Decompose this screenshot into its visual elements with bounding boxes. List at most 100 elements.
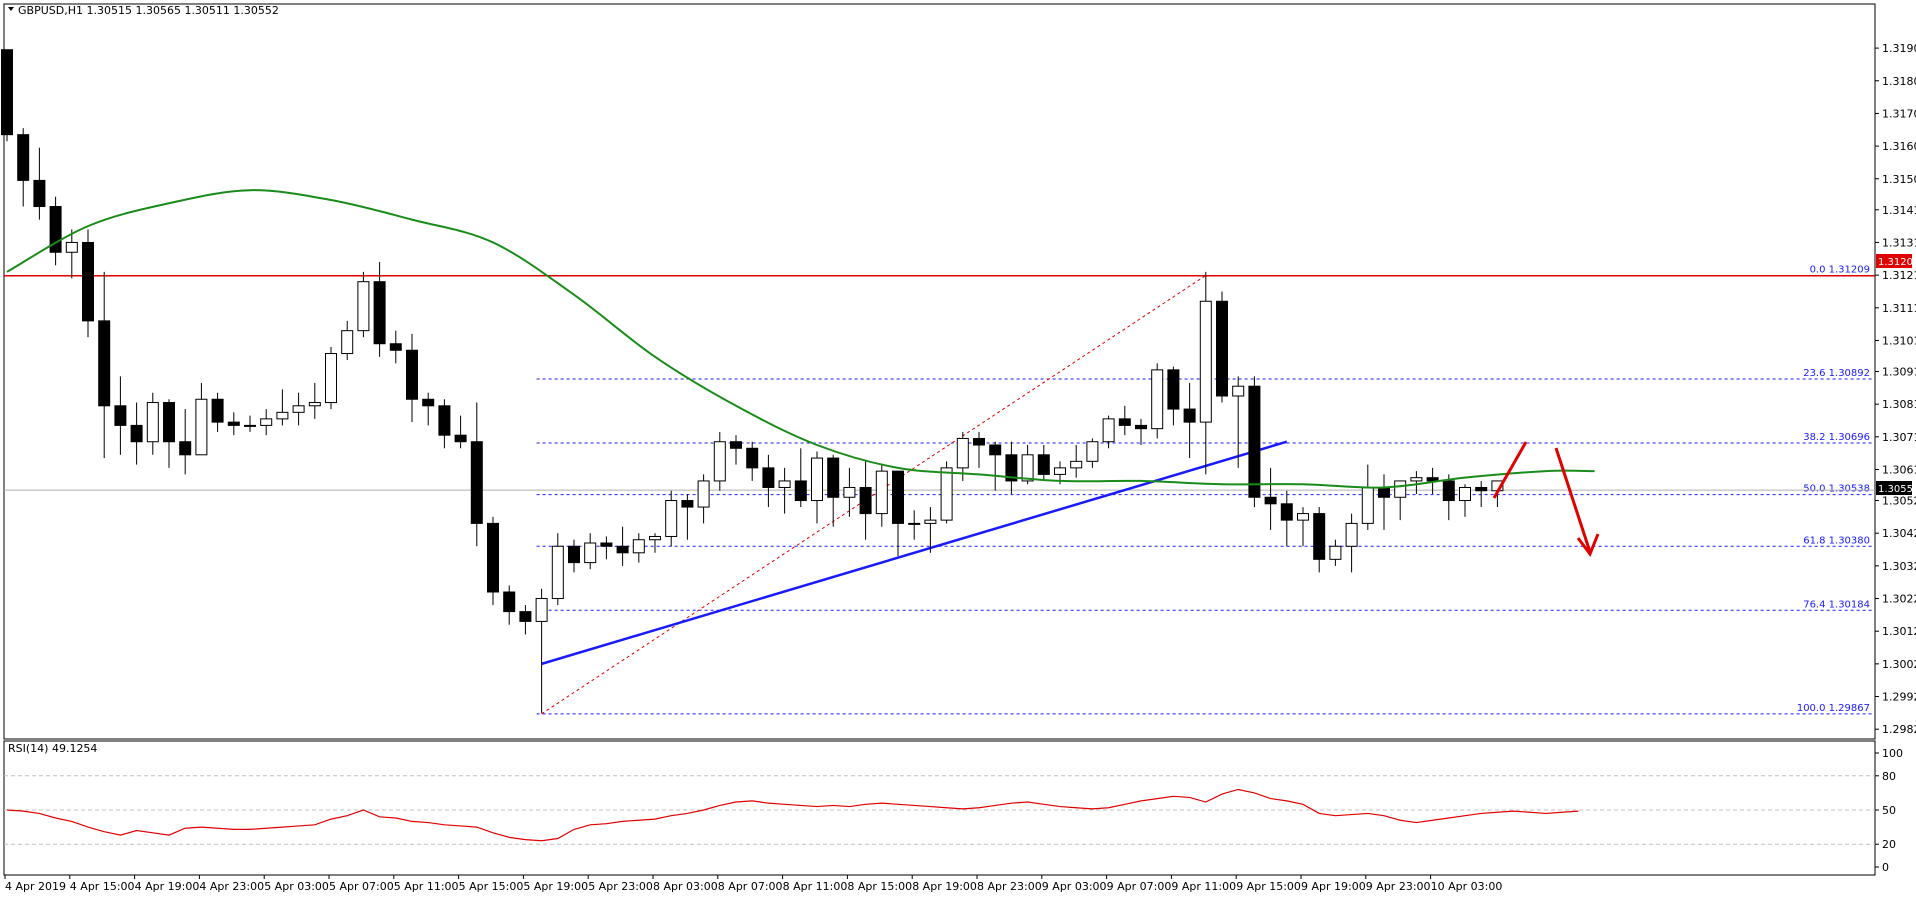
time-tick-label: 9 Apr 23:00 xyxy=(1366,880,1431,893)
price-tick-label: 1.30915 xyxy=(1882,366,1916,379)
bullish-candle xyxy=(649,535,661,541)
price-tick-label: 1.30520 xyxy=(1882,495,1916,508)
bearish-candle xyxy=(17,134,30,181)
bullish-candle xyxy=(341,330,354,355)
bearish-candle xyxy=(1426,477,1439,482)
symbol-dropdown-icon[interactable] xyxy=(8,7,14,11)
candlesticks xyxy=(1,49,1504,713)
price-tick-label: 1.30120 xyxy=(1882,625,1916,638)
bullish-candle xyxy=(956,437,969,469)
symbol-title: GBPUSD,H1 1.30515 1.30565 1.30511 1.3055… xyxy=(18,4,279,17)
time-tick-label: 8 Apr 15:00 xyxy=(847,880,912,893)
bearish-candle xyxy=(794,480,807,502)
bullish-candle xyxy=(1070,460,1083,469)
price-tick-label: 1.31605 xyxy=(1882,140,1916,153)
arrow-down-icon xyxy=(1576,533,1600,558)
price-tick-label: 1.31705 xyxy=(1882,107,1916,120)
bearish-candle xyxy=(98,320,111,407)
bearish-candle xyxy=(1037,454,1050,475)
price-tick-label: 1.30815 xyxy=(1882,398,1916,411)
bearish-candle xyxy=(1005,454,1018,482)
moving-average-line xyxy=(6,189,1595,489)
bearish-candle xyxy=(827,457,840,498)
bearish-candle xyxy=(762,467,775,488)
bearish-candle xyxy=(114,405,127,426)
bullish-candle xyxy=(1361,486,1374,524)
bullish-candle xyxy=(1021,454,1034,482)
time-tick-label: 8 Apr 23:00 xyxy=(977,880,1042,893)
rsi-tick-label: 0 xyxy=(1882,861,1889,874)
bullish-candle xyxy=(1086,441,1099,462)
price-tick-label: 1.30320 xyxy=(1882,560,1916,573)
price-tick-label: 1.31210 xyxy=(1882,269,1916,282)
fib-level-label: 23.6 1.30892 xyxy=(1803,368,1870,379)
bearish-candle xyxy=(1118,418,1131,426)
bullish-candle xyxy=(1199,300,1212,423)
bearish-candle xyxy=(454,434,467,443)
rsi-series-line xyxy=(6,788,1579,842)
bearish-candle xyxy=(438,405,451,436)
rsi-grid xyxy=(4,775,1875,845)
bearish-candle xyxy=(1280,503,1293,521)
fib-level-label: 100.0 1.29867 xyxy=(1797,703,1870,714)
bearish-candle xyxy=(730,441,742,449)
time-tick-label: 5 Apr 19:00 xyxy=(523,880,588,893)
bearish-candle xyxy=(422,398,435,407)
time-tick-label: 4 Apr 15:00 xyxy=(70,880,135,893)
bearish-candle xyxy=(1475,486,1488,492)
rsi-tick-label: 50 xyxy=(1882,804,1896,817)
bearish-candle xyxy=(470,441,483,524)
bearish-candle xyxy=(989,444,1002,456)
time-tick-label: 5 Apr 03:00 xyxy=(264,880,329,893)
bullish-candle xyxy=(697,480,710,508)
fib-level-label: 0.0 1.31209 xyxy=(1810,264,1870,275)
bullish-candle xyxy=(357,281,370,332)
projection-up-leg xyxy=(1492,441,1528,499)
bearish-candle xyxy=(892,470,904,524)
bearish-candle xyxy=(616,545,629,554)
time-tick-label: 5 Apr 23:00 xyxy=(588,880,653,893)
rsi-panel-frame xyxy=(3,740,1876,876)
rsi-axis: 100 80 50 20 0 xyxy=(1875,747,1903,874)
price-tick-label: 1.31905 xyxy=(1882,42,1916,55)
price-tick-label: 1.31310 xyxy=(1882,236,1916,249)
bearish-candle xyxy=(82,241,94,322)
moving-average xyxy=(6,189,1595,489)
price-tick-label: 1.30220 xyxy=(1882,593,1916,606)
bearish-candle xyxy=(389,343,402,351)
bearish-candle xyxy=(179,441,192,456)
price-tick-label: 1.29820 xyxy=(1882,723,1916,736)
bullish-candle xyxy=(1410,477,1423,482)
fib-diagonal-line xyxy=(541,275,1207,715)
time-tick-label: 9 Apr 15:00 xyxy=(1236,880,1301,893)
fib-level-label: 38.2 1.30696 xyxy=(1803,432,1870,443)
bullish-candle xyxy=(843,486,856,498)
bearish-candle xyxy=(681,500,694,508)
bearish-candle xyxy=(973,437,985,446)
bearish-candle xyxy=(406,349,418,400)
projection-arrows xyxy=(1492,441,1600,558)
bullish-candle xyxy=(65,241,78,253)
projection-down-leg xyxy=(1554,447,1592,553)
bearish-candle xyxy=(1442,480,1455,502)
bullish-candle xyxy=(924,519,937,524)
bullish-candle xyxy=(778,480,791,488)
time-tick-label: 4 Apr 2019 xyxy=(5,880,66,893)
bullish-candle xyxy=(1102,418,1115,443)
time-tick-label: 9 Apr 03:00 xyxy=(1042,880,1107,893)
time-tick-label: 8 Apr 07:00 xyxy=(718,880,783,893)
bullish-candle xyxy=(244,424,256,427)
bearish-candle xyxy=(859,486,872,515)
bearish-candle xyxy=(519,611,532,622)
bullish-candle xyxy=(260,418,273,426)
bearish-candle xyxy=(227,421,240,426)
price-tick-label: 1.31410 xyxy=(1882,204,1916,217)
time-axis: 4 Apr 2019 4 Apr 15:00 4 Apr 19:00 4 Apr 23… xyxy=(4,875,1502,893)
rsi-tick-label: 80 xyxy=(1882,770,1896,783)
bearish-candle xyxy=(503,591,516,613)
time-tick-label: 8 Apr 03:00 xyxy=(653,880,718,893)
bullish-candle xyxy=(195,398,208,456)
bullish-candle xyxy=(940,467,953,521)
